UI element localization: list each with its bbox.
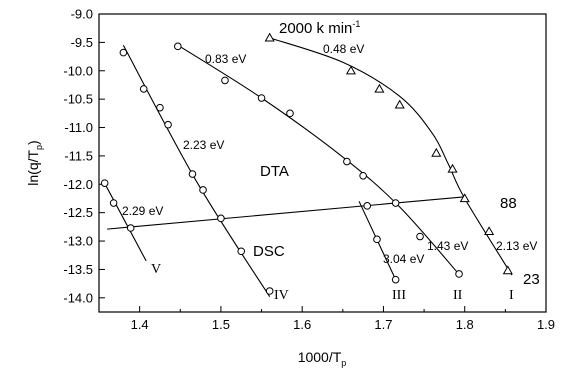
x-tick-label: 1.9: [537, 317, 555, 332]
data-points: [100, 32, 513, 295]
y-tick-label: -10.0: [63, 63, 93, 78]
series-label-ii: II: [453, 288, 463, 303]
circle-marker: [164, 120, 172, 129]
y-tick-label: -12.5: [63, 205, 93, 220]
label-0-83-ev: 0.83 eV: [205, 52, 246, 66]
label-1-43-ev: 1.43 eV: [427, 239, 468, 253]
label-2-23-ev: 2.23 eV: [183, 138, 224, 152]
y-tick-label: -11.0: [64, 120, 93, 135]
y-tick-label: -11.5: [64, 148, 93, 163]
x-tick-label: 1.5: [212, 317, 230, 332]
circle-marker: [416, 232, 424, 241]
circle-marker: [156, 103, 164, 112]
circle-marker: [188, 170, 197, 178]
fit-line-4: [102, 180, 147, 262]
triangle-marker: [447, 163, 458, 173]
triangle-marker: [264, 32, 275, 42]
triangle-marker: [431, 147, 442, 157]
triangle-marker: [394, 99, 405, 109]
fit-line-0: [269, 37, 513, 276]
label-23: 23: [523, 271, 540, 288]
y-axis-title: ln(q/Tp): [25, 140, 44, 185]
circle-marker: [217, 214, 225, 223]
triangle-marker: [345, 65, 357, 75]
heating-rate-label: 2000 k min-1: [279, 19, 360, 37]
circle-marker: [119, 48, 128, 57]
y-tick-label: -14.0: [63, 290, 93, 305]
circle-marker: [139, 85, 148, 93]
circle-marker: [237, 247, 246, 256]
circle-marker: [174, 42, 182, 51]
circle-marker: [257, 94, 266, 102]
triangle-marker: [374, 83, 385, 93]
plot-frame: [98, 13, 547, 313]
label-88: 88: [500, 195, 517, 212]
series-label-iv: IV: [274, 288, 289, 303]
x-tick-label: 1.7: [374, 317, 392, 332]
label-2-13-ev: 2.13 eV: [496, 239, 537, 253]
circle-marker: [199, 186, 207, 194]
circle-marker: [391, 199, 400, 207]
y-tick-label: -9.5: [71, 35, 93, 50]
circle-marker: [126, 224, 135, 232]
x-tick-label: 1.6: [293, 317, 311, 332]
circle-marker: [221, 76, 229, 85]
series-label-iii: III: [392, 288, 406, 303]
circle-marker: [343, 157, 351, 166]
triangle-marker: [484, 226, 495, 236]
x-axis-title: 1000/Tp: [298, 349, 347, 368]
x-tick-label: 1.4: [131, 317, 149, 332]
axis-ticks: 1.4 1.5 1.6 1.7 1.8 1.9 -9.0 -9.5 -10.0 -10.5 -11.…: [63, 7, 555, 333]
circle-marker: [100, 179, 109, 187]
label-3-04-ev: 3.04 eV: [383, 252, 424, 266]
circle-marker: [455, 270, 463, 278]
circle-marker: [391, 275, 400, 284]
dsc-label: DSC: [253, 243, 285, 260]
label-2-29-ev: 2.29 eV: [122, 204, 163, 218]
circle-marker: [373, 235, 381, 244]
circle-marker: [286, 109, 294, 118]
y-tick-label: -10.5: [63, 92, 93, 107]
y-tick-label: -13.0: [63, 234, 93, 249]
series-label-v: V: [151, 262, 161, 277]
x-tick-label: 1.8: [456, 317, 474, 332]
dta-label: DTA: [260, 163, 289, 180]
triangle-marker: [459, 193, 470, 203]
fit-line-3: [122, 44, 271, 297]
circle-marker: [265, 287, 274, 295]
y-tick-label: -13.5: [63, 262, 93, 277]
fit-line-5: [107, 196, 465, 230]
circle-marker: [359, 171, 367, 180]
y-tick-label: -9.0: [71, 7, 93, 22]
y-tick-label: -12.0: [63, 177, 93, 192]
circle-marker: [109, 199, 118, 207]
circle-marker: [363, 202, 372, 210]
fit-line-1: [177, 44, 462, 277]
label-0-48-ev: 0.48 eV: [323, 42, 364, 56]
triangle-marker: [502, 265, 513, 275]
series-label-i: I: [509, 288, 514, 303]
